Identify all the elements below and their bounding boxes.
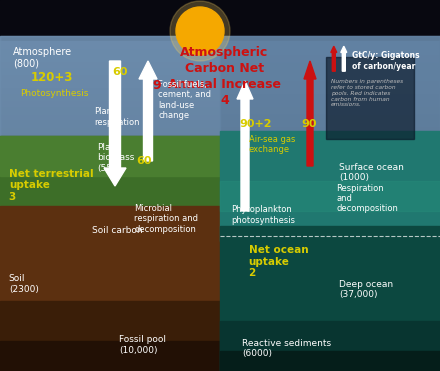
Bar bbox=[0, 151, 220, 158]
Bar bbox=[0, 86, 220, 93]
Bar bbox=[220, 73, 440, 80]
Text: Numbers in parentheses
refer to stored carbon
pools. Red indicates
carbon from h: Numbers in parentheses refer to stored c… bbox=[331, 79, 403, 108]
Text: Atmosphere
(800): Atmosphere (800) bbox=[13, 47, 72, 68]
Text: Fossil pool
(10,000): Fossil pool (10,000) bbox=[119, 335, 166, 355]
Bar bbox=[220, 105, 440, 112]
Text: Respiration
and
decomposition: Respiration and decomposition bbox=[337, 184, 399, 213]
Text: Soil carbon: Soil carbon bbox=[92, 226, 143, 234]
Bar bbox=[326, 57, 414, 139]
Text: Surface ocean
(1000): Surface ocean (1000) bbox=[339, 163, 403, 182]
Bar bbox=[0, 144, 220, 151]
Text: GtC/y: Gigatons
of carbon/year: GtC/y: Gigatons of carbon/year bbox=[352, 51, 419, 70]
Text: Air-sea gas
exchange: Air-sea gas exchange bbox=[249, 135, 295, 154]
Bar bbox=[0, 79, 220, 86]
Bar bbox=[220, 99, 440, 106]
Bar bbox=[0, 112, 220, 119]
Bar bbox=[220, 53, 440, 60]
Bar bbox=[220, 79, 440, 86]
Bar bbox=[0, 206, 220, 371]
FancyArrow shape bbox=[341, 46, 347, 71]
Bar bbox=[0, 118, 220, 125]
Bar bbox=[0, 47, 220, 54]
Bar bbox=[220, 112, 440, 119]
Bar bbox=[0, 158, 220, 164]
Bar bbox=[0, 0, 440, 41]
Text: Net terrestrial
uptake
3: Net terrestrial uptake 3 bbox=[9, 169, 93, 202]
Text: 90+2: 90+2 bbox=[240, 119, 272, 129]
Bar bbox=[220, 321, 440, 371]
Bar bbox=[0, 99, 220, 106]
Circle shape bbox=[176, 7, 224, 55]
Text: Plant
biomass
(550): Plant biomass (550) bbox=[97, 143, 134, 173]
Bar bbox=[220, 151, 440, 158]
Bar bbox=[220, 131, 440, 241]
Bar bbox=[0, 164, 220, 171]
Text: 9: 9 bbox=[152, 79, 161, 92]
Bar bbox=[220, 40, 440, 47]
Bar bbox=[220, 118, 440, 125]
Bar bbox=[0, 40, 220, 47]
Text: Fossil fuels,
cement, and
land-use
change: Fossil fuels, cement, and land-use chang… bbox=[158, 80, 211, 120]
Text: 120+3: 120+3 bbox=[31, 71, 73, 85]
FancyArrow shape bbox=[304, 61, 316, 166]
Bar bbox=[220, 60, 440, 67]
Text: Atmospheric
Carbon Net
Annual Increase
4: Atmospheric Carbon Net Annual Increase 4 bbox=[168, 46, 281, 107]
Bar bbox=[0, 125, 220, 132]
Bar bbox=[0, 73, 220, 80]
Text: Net ocean
uptake
2: Net ocean uptake 2 bbox=[249, 245, 308, 278]
Bar bbox=[220, 66, 440, 73]
FancyArrow shape bbox=[139, 61, 157, 161]
Bar bbox=[0, 53, 220, 60]
Bar bbox=[0, 92, 220, 99]
Bar bbox=[220, 138, 440, 145]
Text: Reactive sediments
(6000): Reactive sediments (6000) bbox=[242, 339, 331, 358]
Bar bbox=[0, 131, 220, 138]
Bar bbox=[0, 60, 220, 67]
Text: Photosynthesis: Photosynthesis bbox=[20, 89, 88, 98]
Bar bbox=[220, 226, 440, 371]
Bar bbox=[0, 301, 220, 371]
Bar bbox=[220, 351, 440, 371]
Bar bbox=[0, 136, 220, 176]
Bar bbox=[0, 341, 220, 371]
Text: 90: 90 bbox=[301, 119, 317, 129]
Bar bbox=[0, 36, 440, 181]
Bar bbox=[220, 92, 440, 99]
Bar bbox=[220, 125, 440, 132]
Text: Soil
(2300): Soil (2300) bbox=[9, 274, 39, 293]
Text: Microbial
respiration and
decomposition: Microbial respiration and decomposition bbox=[134, 204, 198, 234]
Bar bbox=[220, 158, 440, 164]
Text: 60: 60 bbox=[136, 157, 152, 166]
Bar bbox=[0, 136, 220, 216]
FancyArrow shape bbox=[237, 81, 253, 211]
Bar bbox=[220, 47, 440, 54]
Text: Deep ocean
(37,000): Deep ocean (37,000) bbox=[339, 280, 393, 299]
Bar bbox=[0, 36, 220, 181]
Bar bbox=[220, 181, 440, 211]
Bar bbox=[220, 164, 440, 171]
Bar bbox=[0, 66, 220, 73]
Bar bbox=[220, 36, 440, 181]
Circle shape bbox=[170, 1, 230, 61]
Bar bbox=[220, 144, 440, 151]
Text: 60: 60 bbox=[112, 68, 128, 77]
Bar bbox=[0, 105, 220, 112]
Bar bbox=[0, 138, 220, 145]
Text: Phytoplankton
photosynthesis: Phytoplankton photosynthesis bbox=[231, 206, 295, 225]
FancyArrow shape bbox=[331, 46, 337, 71]
Bar bbox=[220, 131, 440, 138]
Text: Plant
respiration: Plant respiration bbox=[95, 107, 140, 127]
Bar bbox=[220, 86, 440, 93]
FancyArrow shape bbox=[104, 61, 126, 186]
